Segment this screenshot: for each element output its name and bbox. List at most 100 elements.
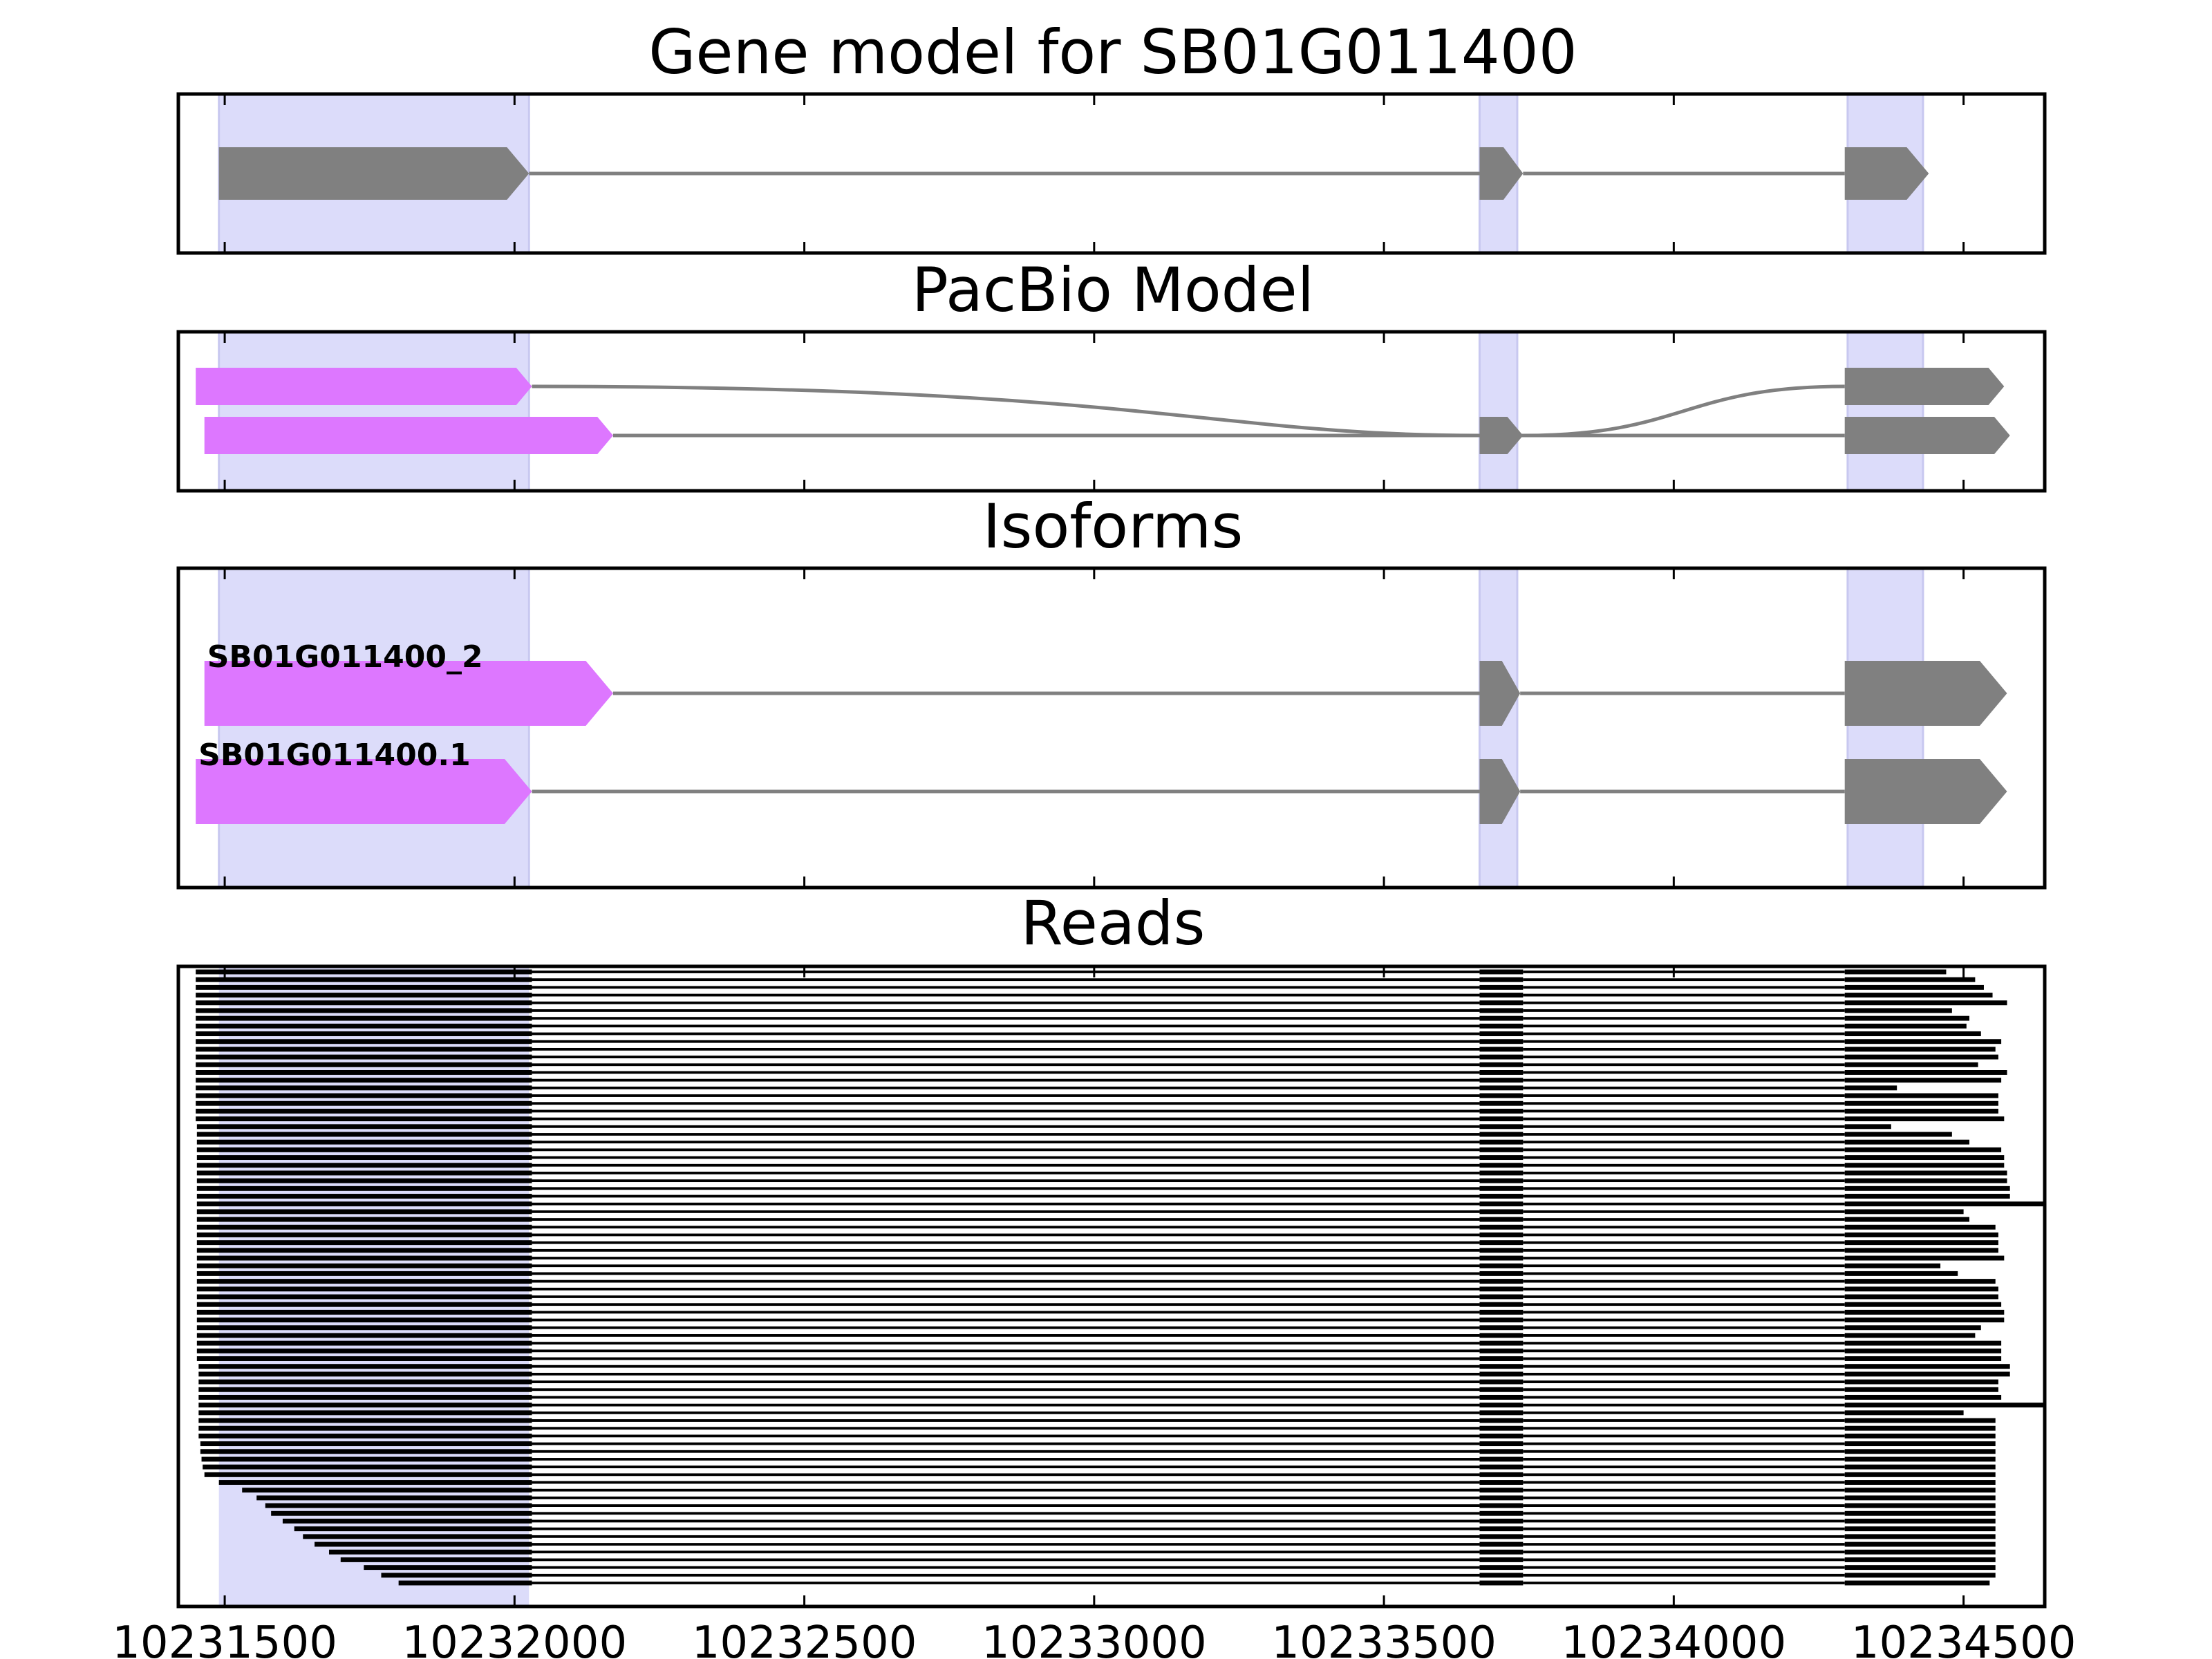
- read-segment: [1479, 1510, 1524, 1516]
- read-segment: [196, 1232, 532, 1237]
- read-segment: [196, 1309, 532, 1315]
- read-segment: [196, 1209, 532, 1215]
- read-segment: [1523, 1086, 1845, 1089]
- read-segment: [1479, 1333, 1524, 1338]
- read-segment: [1844, 1178, 2007, 1183]
- read-segment: [532, 1450, 1480, 1453]
- read-segment: [1844, 1031, 1981, 1036]
- read-segment: [1523, 1295, 1845, 1298]
- read-segment: [532, 1133, 1480, 1136]
- read-segment: [1844, 1147, 2002, 1152]
- read-segment: [1523, 1349, 1845, 1353]
- x-tick-label: 10232500: [692, 1618, 917, 1659]
- read-segment: [532, 1071, 1480, 1074]
- read-segment: [1479, 1255, 1524, 1261]
- read-segment: [1479, 1441, 1524, 1447]
- read-segment: [1523, 1573, 1845, 1577]
- highlight-region: [1478, 567, 1519, 889]
- read-segment: [1844, 1100, 1998, 1106]
- read-segment: [1479, 1456, 1524, 1462]
- read-segment: [200, 1449, 532, 1454]
- read-segment: [1844, 1387, 1998, 1392]
- read-segment: [1523, 1535, 1845, 1538]
- read-segment: [1479, 1116, 1524, 1122]
- read-segment: [1523, 1024, 1845, 1028]
- highlight-region: [218, 567, 530, 889]
- read-segment: [1844, 1023, 1967, 1029]
- read-segment: [198, 1425, 532, 1431]
- read-segment: [1523, 1163, 1845, 1167]
- read-segment: [200, 1441, 532, 1447]
- read-segment: [1479, 1433, 1524, 1438]
- read-segment: [1479, 977, 1524, 982]
- read-segment: [1844, 1379, 1998, 1385]
- read-segment: [196, 1147, 532, 1152]
- read-segment: [196, 1108, 532, 1114]
- read-segment: [1479, 1534, 1524, 1539]
- read-segment: [1523, 1458, 1845, 1461]
- read-segment: [1844, 1410, 1964, 1416]
- read-segment: [1479, 1062, 1524, 1067]
- read-segment: [1523, 1450, 1845, 1453]
- read-segment: [1844, 1503, 1996, 1508]
- read-segment: [532, 1504, 1480, 1508]
- read-segment: [532, 1419, 1480, 1422]
- read-segment: [196, 1039, 532, 1044]
- read-segment: [1479, 1279, 1524, 1284]
- read-segment: [1479, 1209, 1524, 1215]
- read-segment: [196, 984, 532, 990]
- x-tick-label: 10233000: [982, 1618, 1207, 1659]
- panel-frame: [176, 330, 2047, 493]
- read-segment: [1523, 1141, 1845, 1144]
- read-segment: [196, 1263, 532, 1268]
- exon-block: [1479, 147, 1524, 200]
- read-segment: [1479, 1054, 1524, 1060]
- read-segment: [1844, 1433, 1996, 1438]
- read-segment: [1479, 1194, 1524, 1199]
- read-segment: [532, 986, 1480, 989]
- read-segment: [532, 1372, 1480, 1376]
- read-segment: [1479, 1271, 1524, 1276]
- read-segment: [532, 1380, 1480, 1383]
- read-segment: [1479, 993, 1524, 998]
- read-segment: [1479, 1000, 1524, 1006]
- read-segment: [1479, 1557, 1524, 1562]
- read-segment: [196, 1178, 532, 1183]
- read-segment: [196, 1132, 532, 1137]
- read-segment: [1523, 1078, 1845, 1082]
- read-segment: [1844, 1093, 1998, 1098]
- x-tick-label: 10234000: [1561, 1618, 1786, 1659]
- read-segment: [532, 1257, 1480, 1259]
- read-segment: [1844, 1309, 2005, 1315]
- read-segment: [1523, 1465, 1845, 1469]
- read-segment: [196, 1124, 532, 1130]
- read-segment: [196, 1054, 532, 1060]
- read-segment: [1844, 1403, 2045, 1408]
- read-segment: [1479, 1356, 1524, 1361]
- read-segment: [196, 1139, 532, 1145]
- read-segment: [532, 1094, 1480, 1097]
- read-segment: [196, 1031, 532, 1036]
- read-segment: [532, 1148, 1480, 1152]
- read-segment: [398, 1580, 532, 1586]
- read-segment: [1523, 1434, 1845, 1438]
- exon-block: [1479, 417, 1524, 454]
- panel-frame: [176, 92, 2047, 255]
- read-segment: [1844, 1510, 1996, 1516]
- read-segment: [532, 1163, 1480, 1167]
- read-segment: [1844, 1263, 1941, 1268]
- read-segment: [532, 1334, 1480, 1337]
- read-segment: [204, 1472, 532, 1477]
- read-segment: [196, 1356, 532, 1361]
- read-segment: [1479, 1480, 1524, 1485]
- read-segment: [532, 1519, 1480, 1523]
- read-segment: [1844, 1163, 2005, 1168]
- read-segment: [532, 1465, 1480, 1469]
- read-segment: [1844, 1185, 2010, 1191]
- read-segment: [1844, 1565, 1996, 1571]
- read-segment: [532, 1442, 1480, 1445]
- read-segment: [1479, 1108, 1524, 1114]
- read-segment: [1479, 1503, 1524, 1508]
- read-segment: [1523, 1032, 1845, 1035]
- read-segment: [1479, 1178, 1524, 1183]
